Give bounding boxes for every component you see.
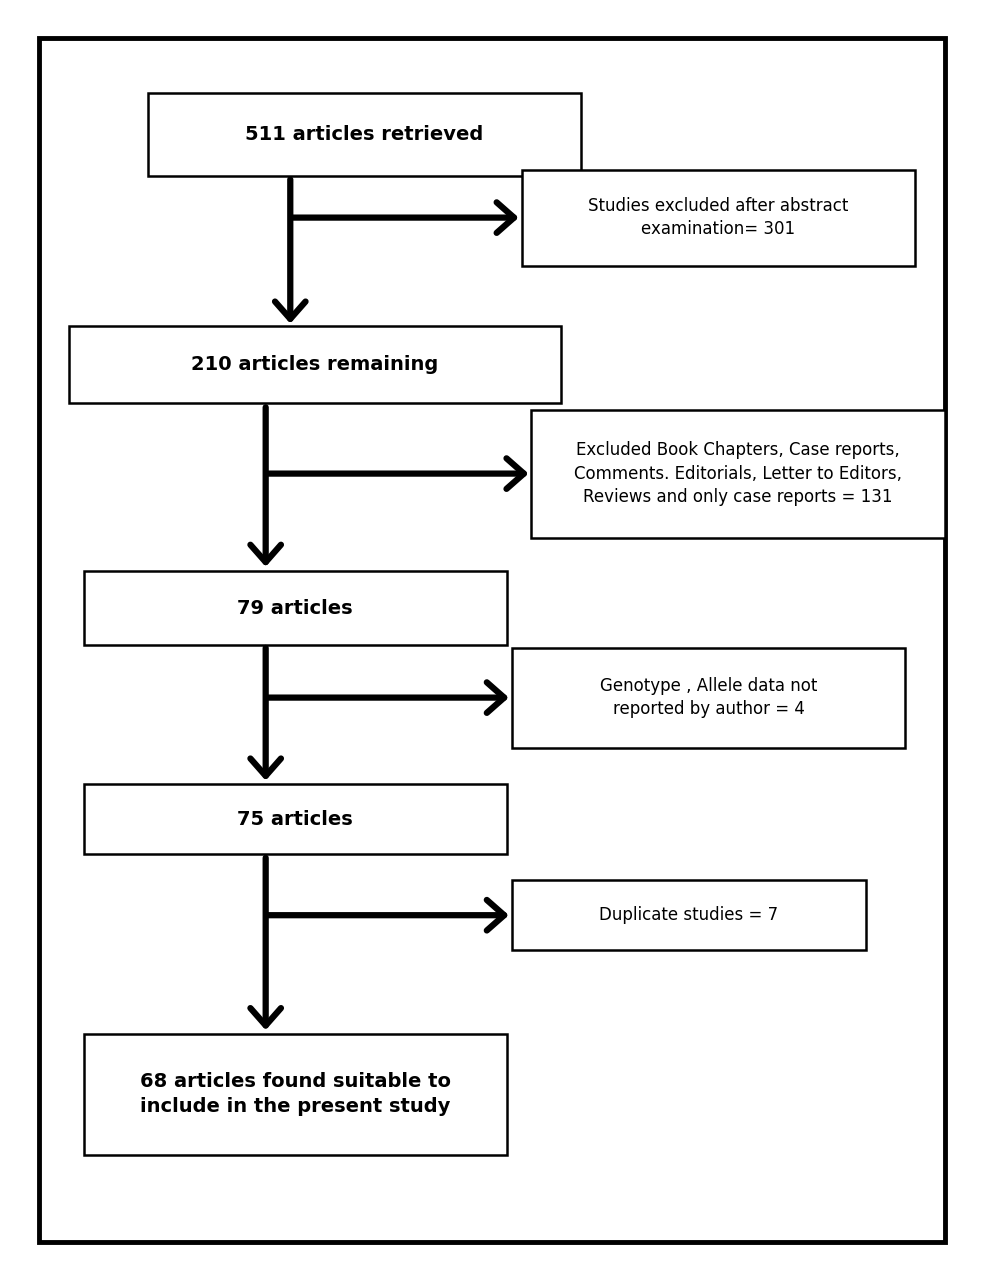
Bar <box>531 410 945 538</box>
Text: 75 articles: 75 articles <box>237 810 353 828</box>
Text: Genotype , Allele data not
reported by author = 4: Genotype , Allele data not reported by a… <box>600 677 817 718</box>
Bar <box>69 326 561 403</box>
Bar <box>84 1034 507 1155</box>
Text: Studies excluded after abstract
examination= 301: Studies excluded after abstract examinat… <box>588 197 848 238</box>
Bar <box>522 170 915 266</box>
Bar <box>148 93 581 175</box>
Text: 511 articles retrieved: 511 articles retrieved <box>245 125 483 143</box>
Bar <box>512 648 905 748</box>
Text: 68 articles found suitable to
include in the present study: 68 articles found suitable to include in… <box>140 1073 451 1116</box>
Text: Duplicate studies = 7: Duplicate studies = 7 <box>599 906 778 924</box>
Bar <box>84 571 507 645</box>
Bar <box>512 881 866 950</box>
Text: Excluded Book Chapters, Case reports,
Comments. Editorials, Letter to Editors,
R: Excluded Book Chapters, Case reports, Co… <box>574 442 902 506</box>
Bar <box>84 783 507 855</box>
Text: 79 articles: 79 articles <box>237 599 353 617</box>
Text: 210 articles remaining: 210 articles remaining <box>191 356 439 374</box>
